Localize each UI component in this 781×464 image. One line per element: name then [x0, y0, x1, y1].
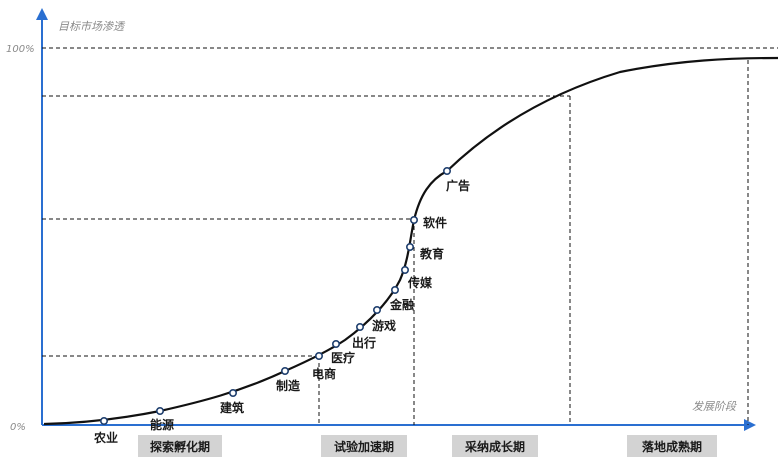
point-education — [405, 243, 414, 252]
label-ecommerce: 电商 — [312, 366, 336, 381]
label-software: 软件 — [423, 215, 447, 230]
stage-box-acceleration — [321, 435, 407, 457]
point-gaming — [372, 305, 381, 314]
stage-label-acceleration: 试验加速期 — [334, 439, 394, 454]
point-advertising — [442, 167, 451, 176]
point-ecommerce — [314, 351, 323, 360]
point-construction — [229, 388, 238, 397]
adoption-s-curve — [43, 56, 779, 426]
stage-bar: 探索孵化期 试验加速期 采纳成长期 落地成熟期 — [138, 435, 717, 457]
label-advertising: 广告 — [446, 178, 470, 193]
x-axis-arrow — [744, 419, 756, 431]
industry-points: 农业 能源 建筑 制造 电商 医疗 出行 游戏 金融 传媒 教育 软件 广告 — [93, 167, 470, 445]
point-software — [409, 216, 418, 225]
y-tick-100: 100% — [6, 44, 35, 55]
label-healthcare: 医疗 — [331, 350, 355, 365]
point-finance — [390, 285, 399, 294]
x-axis-label: 发展阶段 — [692, 400, 737, 413]
stage-label-incubation: 探索孵化期 — [150, 439, 210, 454]
y-axis-arrow — [36, 8, 48, 20]
stage-box-maturity — [627, 435, 717, 457]
point-healthcare — [331, 339, 340, 348]
label-finance: 金融 — [389, 297, 414, 312]
stage-box-incubation — [138, 435, 222, 457]
y-axis-label: 目标市场渗透 — [58, 20, 126, 33]
label-mobility: 出行 — [352, 335, 376, 350]
y-tick-0: 0% — [10, 422, 26, 433]
stage-label-maturity: 落地成熟期 — [642, 439, 702, 454]
label-manufacturing: 制造 — [276, 378, 301, 393]
label-media: 传媒 — [407, 275, 433, 290]
point-media — [400, 265, 409, 274]
point-manufacturing — [280, 366, 289, 375]
label-construction: 建筑 — [219, 400, 244, 415]
label-gaming: 游戏 — [372, 318, 396, 333]
label-education: 教育 — [419, 246, 444, 261]
stage-label-growth: 采纳成长期 — [464, 439, 525, 454]
stage-box-growth — [452, 435, 538, 457]
label-energy: 能源 — [150, 417, 174, 432]
point-agriculture — [100, 416, 109, 425]
point-energy — [156, 406, 165, 415]
label-agriculture: 农业 — [93, 430, 118, 445]
point-mobility — [355, 322, 364, 331]
